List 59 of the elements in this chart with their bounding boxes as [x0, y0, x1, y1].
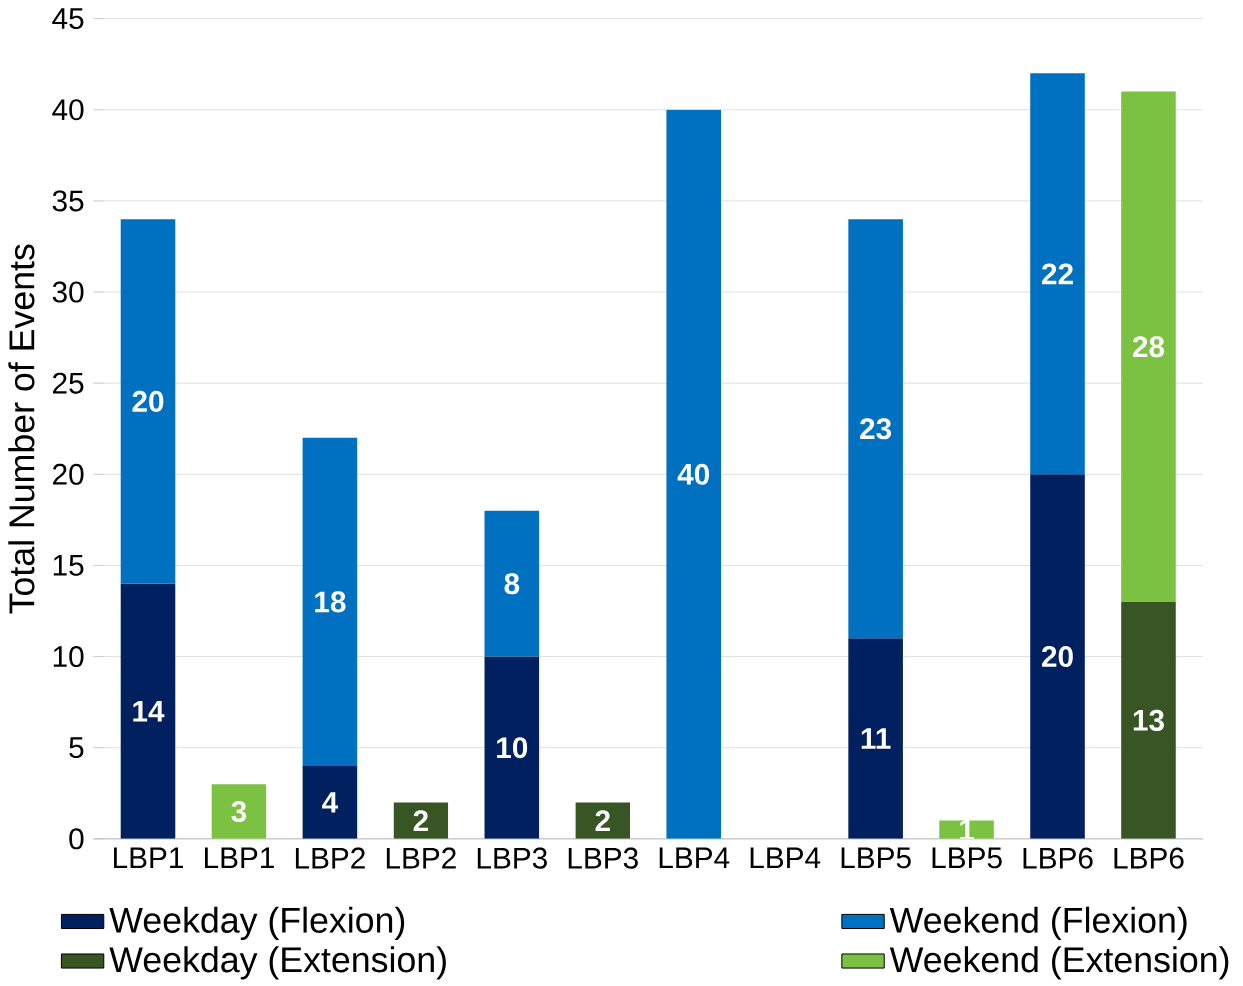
x-tick-label: LBP4: [750, 847, 821, 869]
bar: [848, 638, 903, 839]
bar: [302, 437, 358, 767]
bar: [1030, 474, 1085, 839]
data-label: 14: [133, 701, 165, 722]
legend-label: Weekday (Flexion): [109, 906, 405, 941]
x-tick-label: LBP3: [568, 847, 638, 869]
data-label: 20: [132, 391, 164, 413]
y-tick-label: 30: [52, 281, 84, 303]
legend-label: Weekend (Extension): [889, 946, 1229, 980]
bar: [120, 219, 176, 584]
x-tick-label: LBP2: [295, 847, 365, 869]
y-tick-label: 40: [52, 99, 84, 121]
data-label: 20: [1042, 646, 1073, 668]
y-axis-title: Total Number of Events: [8, 244, 35, 614]
bar: [484, 656, 540, 839]
x-tick-label: LBP1: [204, 847, 274, 869]
data-label: 3: [231, 801, 247, 823]
x-tick-label: LBP6: [1114, 847, 1184, 869]
y-tick-label: 20: [53, 463, 84, 485]
x-tick-label: LBP3: [477, 847, 547, 869]
legend-label: Weekend (Flexion): [889, 906, 1187, 941]
bar: [666, 109, 721, 839]
bar: [1121, 602, 1176, 839]
x-tick-label: LBP6: [1023, 847, 1093, 869]
y-tick-label: 5: [69, 737, 84, 759]
data-label: 4: [322, 792, 339, 813]
data-label: 8: [504, 573, 520, 595]
x-tick-label: LBP5: [932, 847, 1002, 869]
x-tick-label: LBP1: [114, 847, 183, 869]
data-label: 23: [860, 418, 892, 440]
bar: [484, 510, 540, 657]
y-tick-label: 15: [53, 555, 84, 576]
y-tick-label: 45: [52, 8, 84, 30]
legend-label: Weekday (Extension): [109, 946, 446, 980]
bar: [1030, 73, 1085, 475]
y-tick-label: 10: [53, 646, 84, 668]
data-label: 28: [1132, 336, 1165, 358]
bar: [211, 784, 267, 839]
data-label: 18: [315, 591, 346, 613]
bar: [302, 766, 358, 839]
bar: [393, 802, 449, 839]
x-tick-label: LBP2: [386, 847, 456, 869]
bar: [575, 802, 631, 839]
x-tick-label: LBP4: [659, 847, 730, 869]
data-label: 2: [413, 810, 428, 832]
y-tick-label: 35: [52, 190, 84, 212]
bar: [848, 219, 903, 639]
bar: [120, 583, 176, 839]
bar: [1121, 91, 1176, 603]
data-label: 40: [677, 463, 710, 485]
y-tick-label: 25: [53, 372, 84, 394]
data-label: 22: [1042, 263, 1073, 285]
data-label: 10: [497, 737, 528, 759]
y-tick-label: 0: [69, 828, 84, 850]
data-label: 11: [861, 728, 891, 749]
x-tick-label: LBP5: [841, 847, 911, 869]
data-label: 2: [595, 810, 610, 832]
data-label: 13: [1133, 709, 1164, 732]
